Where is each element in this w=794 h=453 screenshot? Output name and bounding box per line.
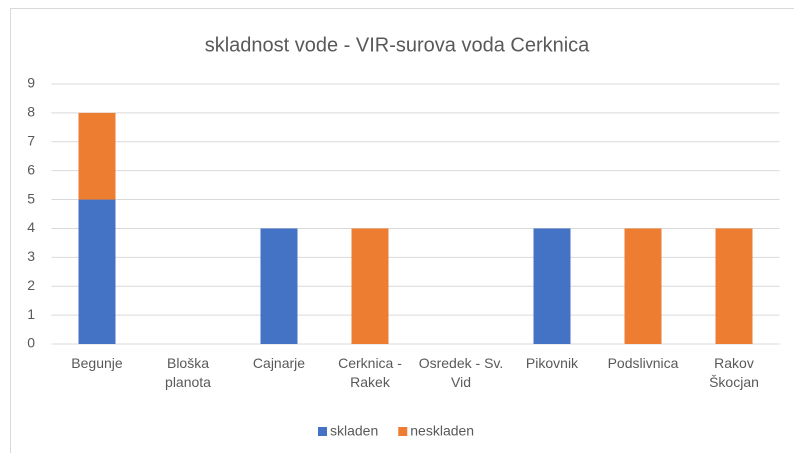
x-tick-label: Rakov Škocjan — [709, 355, 759, 390]
x-tick-label: Pikovnik — [525, 355, 579, 371]
x-tick-label: Osredek - Sv. Vid — [418, 355, 504, 390]
chart-border — [10, 8, 794, 453]
bar-segment — [78, 199, 116, 344]
legend-label: neskladen — [410, 423, 474, 439]
legend-swatch — [318, 427, 327, 436]
x-tick-label: Podslivnica — [607, 355, 679, 371]
y-tick-label: 6 — [27, 161, 35, 177]
y-tick-label: 8 — [27, 104, 35, 120]
chart-title: skladnost vode - VIR-surova voda Cerknic… — [205, 34, 590, 56]
legend-label: skladen — [330, 423, 378, 439]
y-tick-label: 2 — [27, 277, 35, 293]
x-tick-label: Bloška planota — [165, 355, 211, 390]
y-tick-label: 3 — [27, 248, 35, 264]
x-tick-label: Cerknica - Rakek — [338, 355, 402, 390]
bar-segment — [533, 228, 571, 344]
bar-segment — [624, 228, 662, 344]
y-tick-label: 4 — [27, 219, 35, 235]
bar-segment — [351, 228, 389, 344]
y-tick-label: 9 — [27, 75, 35, 91]
x-tick-label: Cajnarje — [252, 355, 306, 371]
y-tick-label: 7 — [27, 132, 35, 148]
legend-swatch — [398, 427, 408, 436]
x-tick-label: Begunje — [71, 355, 123, 371]
y-tick-label: 0 — [27, 335, 35, 351]
y-tick-label: 1 — [27, 306, 35, 322]
bar-segment — [78, 112, 116, 200]
bar-segment — [260, 228, 298, 344]
y-tick-label: 5 — [27, 190, 35, 206]
bar-segment — [715, 228, 753, 344]
